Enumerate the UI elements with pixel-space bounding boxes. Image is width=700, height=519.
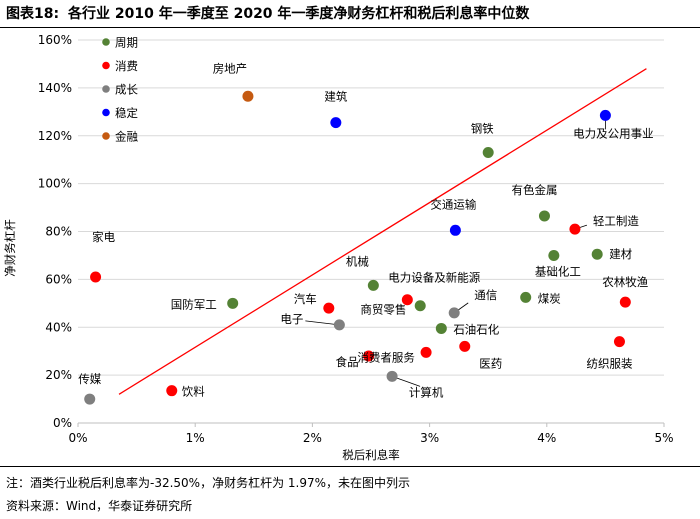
y-tick-label: 100% xyxy=(38,177,72,191)
point-商贸零售 xyxy=(401,294,413,306)
point-通信 xyxy=(448,307,460,319)
legend-label-消费: 消费 xyxy=(115,59,138,73)
point-汽车 xyxy=(323,302,335,314)
point-label-煤炭: 煤炭 xyxy=(538,291,561,305)
legend-marker-金融 xyxy=(102,132,110,140)
point-label-纺织服装: 纺织服装 xyxy=(586,357,632,371)
figure-number: 图表18: xyxy=(6,6,60,22)
point-label-家电: 家电 xyxy=(92,230,115,244)
figure-title: 各行业 2010 年一季度至 2020 年一季度净财务杠杆和税后利息率中位数 xyxy=(68,6,530,22)
footer-divider xyxy=(0,466,700,467)
point-label-食品: 食品 xyxy=(336,355,359,369)
legend-marker-稳定 xyxy=(102,108,110,117)
point-label-建筑: 建筑 xyxy=(324,90,347,104)
point-医药 xyxy=(459,340,471,352)
point-基础化工 xyxy=(548,249,560,261)
point-饮料 xyxy=(166,385,178,397)
point-煤炭 xyxy=(520,291,532,303)
point-label-交通运输: 交通运输 xyxy=(430,197,476,211)
figure-title-bar: 图表18: 各行业 2010 年一季度至 2020 年一季度净财务杠杆和税后利息… xyxy=(0,0,700,28)
point-label-钢铁: 钢铁 xyxy=(471,122,494,136)
x-tick-label: 0% xyxy=(68,431,87,445)
point-石油石化 xyxy=(435,322,447,334)
point-label-电力及公用事业: 电力及公用事业 xyxy=(573,126,654,140)
y-tick-label: 20% xyxy=(45,368,72,382)
point-label-轻工制造: 轻工制造 xyxy=(593,214,639,228)
point-label-饮料: 饮料 xyxy=(182,385,205,399)
point-纺织服装 xyxy=(613,336,625,348)
point-label-农林牧渔: 农林牧渔 xyxy=(602,275,648,289)
point-农林牧渔 xyxy=(619,296,631,308)
point-label-房地产: 房地产 xyxy=(213,61,248,75)
footnote: 注：酒类行业税后利息率为-32.50%，净财务杠杆为 1.97%，未在图中列示 xyxy=(6,476,411,490)
point-label-汽车: 汽车 xyxy=(294,292,317,306)
point-label-建材: 建材 xyxy=(609,247,632,261)
point-有色金属 xyxy=(538,210,550,222)
source-note: 资料来源：Wind，华泰证券研究所 xyxy=(6,499,193,513)
x-tick-label: 3% xyxy=(420,431,439,445)
y-tick-label: 0% xyxy=(53,416,72,430)
point-label-电子: 电子 xyxy=(280,312,303,326)
point-label-有色金属: 有色金属 xyxy=(511,183,557,197)
x-tick-label: 1% xyxy=(186,431,205,445)
legend-marker-成长 xyxy=(102,85,110,93)
legend-label-周期: 周期 xyxy=(115,36,138,50)
point-label-通信: 通信 xyxy=(474,288,497,302)
point-电力及公用事业 xyxy=(599,109,611,121)
point-label-传媒: 传媒 xyxy=(78,372,101,386)
point-钢铁 xyxy=(482,147,494,159)
point-label-基础化工: 基础化工 xyxy=(535,264,581,278)
point-label-机械: 机械 xyxy=(346,254,369,268)
point-房地产 xyxy=(242,90,254,102)
point-交通运输 xyxy=(449,224,461,236)
y-tick-label: 160% xyxy=(38,33,72,47)
point-label-商贸零售: 商贸零售 xyxy=(360,303,406,317)
y-axis-title: 净财务杠杆 xyxy=(3,219,17,277)
point-label-医药: 医药 xyxy=(479,356,502,370)
point-轻工制造 xyxy=(569,223,581,235)
y-tick-label: 80% xyxy=(45,225,72,239)
x-tick-label: 4% xyxy=(537,431,556,445)
leader-电子 xyxy=(305,320,340,326)
point-机械 xyxy=(367,279,379,291)
axes: 0% 20% 40% 60% 80% 100% 120% 140% 160% 0% 1% 2% 3% 4%… xyxy=(38,33,674,445)
point-消费者服务 xyxy=(420,346,432,358)
gridlines xyxy=(78,39,664,376)
point-食品 xyxy=(363,350,375,362)
legend-label-金融: 金融 xyxy=(115,130,138,144)
point-国防军工 xyxy=(227,297,239,309)
point-传媒 xyxy=(84,393,96,405)
trend-line xyxy=(118,68,647,395)
point-建材 xyxy=(591,248,603,260)
x-tick-label: 5% xyxy=(654,431,673,445)
data-points xyxy=(84,90,631,405)
scatter-chart: 0% 20% 40% 60% 80% 100% 120% 140% 160% 0% 1% 2% 3% 4%… xyxy=(3,33,674,462)
point-label-计算机: 计算机 xyxy=(409,385,444,399)
point-label-消费者服务: 消费者服务 xyxy=(357,350,415,364)
y-tick-label: 60% xyxy=(45,272,72,286)
x-axis-title: 税后利息率 xyxy=(342,448,400,462)
y-tick-label: 120% xyxy=(38,129,72,143)
point-家电 xyxy=(90,271,102,283)
point-label-石油石化: 石油石化 xyxy=(453,322,499,336)
trend-line-layer xyxy=(118,68,647,395)
point-计算机 xyxy=(386,370,398,382)
point-label-国防军工: 国防军工 xyxy=(171,297,217,311)
y-tick-label: 40% xyxy=(45,320,72,334)
y-tick-label: 140% xyxy=(38,81,72,95)
point-label-电力设备及新能源: 电力设备及新能源 xyxy=(388,271,480,285)
point-电力设备及新能源 xyxy=(414,300,426,312)
point-建筑 xyxy=(330,117,342,129)
legend-label-稳定: 稳定 xyxy=(115,106,138,120)
x-tick-label: 2% xyxy=(303,431,322,445)
legend-marker-周期 xyxy=(102,38,110,46)
legend-label-成长: 成长 xyxy=(115,83,138,97)
legend-marker-消费 xyxy=(102,61,110,70)
point-电子 xyxy=(333,319,345,331)
